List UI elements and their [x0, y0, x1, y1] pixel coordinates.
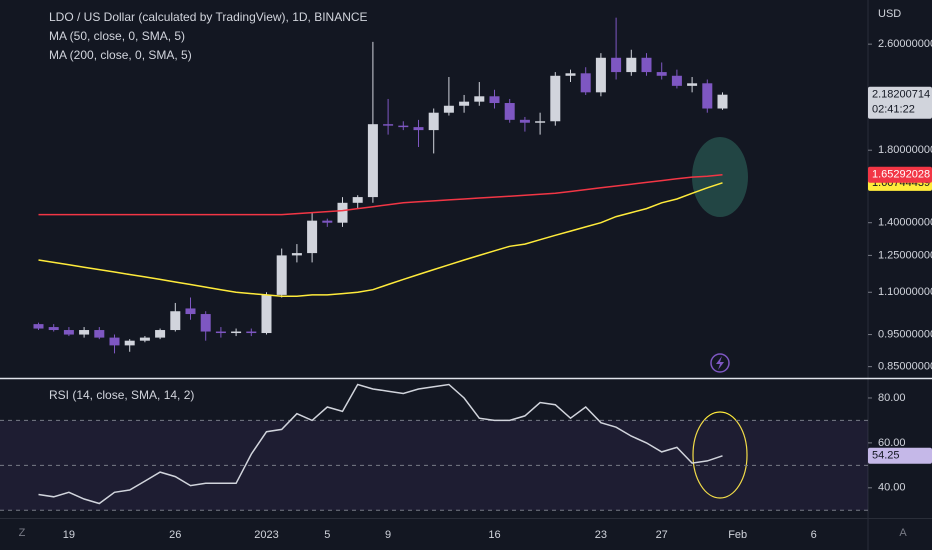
candle-body	[109, 337, 120, 346]
candle-body	[474, 96, 485, 102]
candle-body	[276, 255, 287, 295]
footer-right: A	[899, 527, 907, 539]
y-tick-label: 0.85000000	[878, 361, 932, 373]
legend-entry: MA (200, close, 0, SMA, 5)	[49, 48, 192, 62]
candle-body	[565, 73, 576, 76]
candle-body	[170, 311, 181, 331]
candle-body	[79, 330, 90, 335]
candle-body	[124, 340, 135, 346]
x-tick-label: 19	[63, 529, 75, 541]
candle-body	[33, 324, 44, 329]
alert-icon-bolt	[716, 356, 724, 370]
candle-body	[246, 331, 257, 334]
candle-body	[535, 121, 546, 123]
candle-body	[215, 331, 226, 334]
background-layer	[692, 137, 748, 217]
y-tick-label: 0.95000000	[878, 328, 932, 340]
candle-body	[155, 330, 166, 338]
candle-body	[139, 337, 150, 341]
candle-body	[550, 75, 561, 122]
countdown: 02:41:22	[872, 104, 915, 116]
candle-body	[671, 75, 682, 86]
x-tick-label: Feb	[728, 529, 747, 541]
candle-body	[489, 96, 500, 104]
x-tick-label: 16	[488, 529, 500, 541]
y-tick-label: 1.80000000	[878, 144, 932, 156]
value-label-box	[868, 447, 932, 464]
x-tick-label: 23	[595, 529, 607, 541]
candle-body	[383, 124, 394, 126]
x-tick-label: 2023	[254, 529, 278, 541]
candle-body	[337, 202, 348, 223]
candle-body	[94, 330, 105, 338]
candle-body	[200, 314, 211, 332]
candle-body	[443, 105, 454, 113]
y-tick-label: 1.40000000	[878, 217, 932, 229]
candle-body	[261, 294, 272, 334]
candle-body	[580, 73, 591, 93]
candle-body	[519, 119, 530, 123]
highlight-circle	[692, 137, 748, 217]
candle-body	[307, 220, 318, 254]
x-tick-label: 26	[169, 529, 181, 541]
candle-body	[717, 94, 728, 109]
y-axis-label: USD	[878, 8, 901, 20]
legend-entry: MA (50, close, 0, SMA, 5)	[49, 29, 185, 43]
alert-icon-ring	[710, 353, 730, 373]
candle-body	[702, 83, 713, 109]
y-tick-label: 40.00	[878, 482, 906, 494]
candle-body	[611, 57, 622, 73]
candle-body	[459, 101, 470, 106]
y-tick-label: 2.60000000	[878, 38, 932, 50]
candle-body	[291, 253, 302, 256]
candle-body	[626, 57, 637, 73]
candle-body	[641, 57, 652, 73]
candle-body	[48, 327, 59, 331]
candle-body	[398, 125, 409, 128]
candle-body	[352, 197, 363, 203]
candle-body	[656, 72, 667, 76]
x-tick-label: 6	[811, 529, 817, 541]
highlight-ellipse	[692, 411, 748, 499]
candle-body	[185, 308, 196, 315]
y-tick-label: 60.00	[878, 437, 906, 449]
value-label: 2.18200714	[872, 89, 930, 101]
chart-title: LDO / US Dollar (calculated by TradingVi…	[49, 10, 368, 24]
footer-left: Z	[19, 527, 26, 539]
candle-body	[322, 220, 333, 223]
y-tick-label: 1.10000000	[878, 286, 932, 298]
candle-body	[231, 331, 242, 334]
legend-entry: RSI (14, close, SMA, 14, 2)	[49, 388, 194, 402]
value-label-box	[868, 166, 932, 183]
x-tick-label: 9	[385, 529, 391, 541]
series-line	[38, 182, 723, 297]
y-tick-label: 80.00	[878, 392, 906, 404]
candle-body	[367, 124, 378, 198]
candle-body	[413, 127, 424, 131]
alert-icon	[710, 353, 730, 373]
candle-body	[595, 57, 606, 93]
candle-body	[687, 83, 698, 86]
value-label-box	[868, 86, 932, 119]
y-tick-label: 1.25000000	[878, 249, 932, 261]
x-tick-label: 27	[656, 529, 668, 541]
x-tick-label: 5	[324, 529, 330, 541]
candle-body	[63, 330, 74, 335]
value-label: 1.65292028	[872, 169, 930, 181]
value-label: 54.25	[872, 450, 900, 462]
series-line	[38, 383, 723, 505]
series-line	[38, 174, 723, 216]
candle-body	[428, 112, 439, 131]
candle-body	[504, 103, 515, 120]
